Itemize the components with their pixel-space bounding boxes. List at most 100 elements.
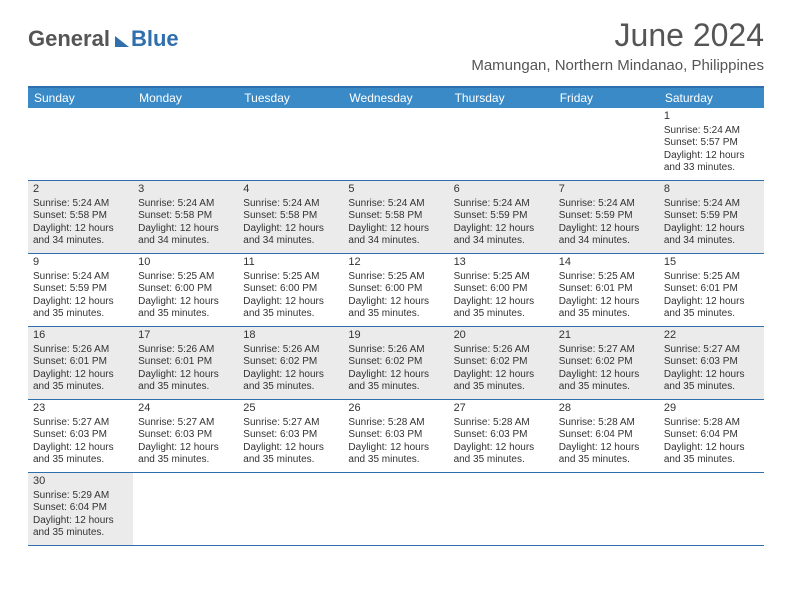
sunrise-line: Sunrise: 5:27 AM	[33, 417, 128, 430]
day-number: 11	[243, 256, 338, 270]
daylight-line: Daylight: 12 hours and 35 minutes.	[348, 369, 443, 394]
empty-cell	[343, 108, 448, 180]
sunset-line: Sunset: 6:02 PM	[454, 356, 549, 369]
day-number: 14	[559, 256, 654, 270]
logo-sail-icon	[115, 36, 129, 47]
sunset-line: Sunset: 6:03 PM	[33, 429, 128, 442]
sunset-line: Sunset: 5:58 PM	[33, 210, 128, 223]
daylight-line: Daylight: 12 hours and 34 minutes.	[559, 223, 654, 248]
weekday-saturday: Saturday	[659, 88, 764, 108]
sunset-line: Sunset: 6:00 PM	[138, 283, 233, 296]
daylight-line: Daylight: 12 hours and 34 minutes.	[454, 223, 549, 248]
day-9: 9Sunrise: 5:24 AMSunset: 5:59 PMDaylight…	[28, 254, 133, 326]
daylight-line: Daylight: 12 hours and 35 minutes.	[33, 296, 128, 321]
day-number: 24	[138, 402, 233, 416]
sunrise-line: Sunrise: 5:29 AM	[33, 490, 128, 503]
week-row: 1Sunrise: 5:24 AMSunset: 5:57 PMDaylight…	[28, 108, 764, 181]
day-number: 4	[243, 183, 338, 197]
sunset-line: Sunset: 5:58 PM	[348, 210, 443, 223]
sunset-line: Sunset: 5:59 PM	[33, 283, 128, 296]
week-row: 23Sunrise: 5:27 AMSunset: 6:03 PMDayligh…	[28, 400, 764, 473]
daylight-line: Daylight: 12 hours and 35 minutes.	[454, 296, 549, 321]
day-27: 27Sunrise: 5:28 AMSunset: 6:03 PMDayligh…	[449, 400, 554, 472]
day-number: 19	[348, 329, 443, 343]
location-subtitle: Mamungan, Northern Mindanao, Philippines	[471, 57, 764, 74]
day-14: 14Sunrise: 5:25 AMSunset: 6:01 PMDayligh…	[554, 254, 659, 326]
title-block: June 2024 Mamungan, Northern Mindanao, P…	[471, 18, 764, 74]
day-number: 25	[243, 402, 338, 416]
daylight-line: Daylight: 12 hours and 35 minutes.	[138, 442, 233, 467]
day-19: 19Sunrise: 5:26 AMSunset: 6:02 PMDayligh…	[343, 327, 448, 399]
daylight-line: Daylight: 12 hours and 35 minutes.	[559, 296, 654, 321]
week-row: 16Sunrise: 5:26 AMSunset: 6:01 PMDayligh…	[28, 327, 764, 400]
daylight-line: Daylight: 12 hours and 35 minutes.	[664, 442, 759, 467]
empty-cell	[238, 473, 343, 545]
day-26: 26Sunrise: 5:28 AMSunset: 6:03 PMDayligh…	[343, 400, 448, 472]
sunset-line: Sunset: 6:00 PM	[243, 283, 338, 296]
daylight-line: Daylight: 12 hours and 34 minutes.	[348, 223, 443, 248]
day-5: 5Sunrise: 5:24 AMSunset: 5:58 PMDaylight…	[343, 181, 448, 253]
sunrise-line: Sunrise: 5:26 AM	[33, 344, 128, 357]
sunset-line: Sunset: 5:59 PM	[559, 210, 654, 223]
logo-text-blue: Blue	[131, 26, 179, 52]
sunrise-line: Sunrise: 5:27 AM	[243, 417, 338, 430]
day-28: 28Sunrise: 5:28 AMSunset: 6:04 PMDayligh…	[554, 400, 659, 472]
sunrise-line: Sunrise: 5:27 AM	[559, 344, 654, 357]
day-23: 23Sunrise: 5:27 AMSunset: 6:03 PMDayligh…	[28, 400, 133, 472]
sunrise-line: Sunrise: 5:28 AM	[559, 417, 654, 430]
week-row: 9Sunrise: 5:24 AMSunset: 5:59 PMDaylight…	[28, 254, 764, 327]
sunrise-line: Sunrise: 5:26 AM	[138, 344, 233, 357]
daylight-line: Daylight: 12 hours and 34 minutes.	[138, 223, 233, 248]
day-29: 29Sunrise: 5:28 AMSunset: 6:04 PMDayligh…	[659, 400, 764, 472]
sunset-line: Sunset: 6:01 PM	[33, 356, 128, 369]
day-17: 17Sunrise: 5:26 AMSunset: 6:01 PMDayligh…	[133, 327, 238, 399]
day-18: 18Sunrise: 5:26 AMSunset: 6:02 PMDayligh…	[238, 327, 343, 399]
sunset-line: Sunset: 6:03 PM	[348, 429, 443, 442]
day-20: 20Sunrise: 5:26 AMSunset: 6:02 PMDayligh…	[449, 327, 554, 399]
day-number: 6	[454, 183, 549, 197]
day-number: 10	[138, 256, 233, 270]
sunset-line: Sunset: 5:58 PM	[138, 210, 233, 223]
day-4: 4Sunrise: 5:24 AMSunset: 5:58 PMDaylight…	[238, 181, 343, 253]
weekday-thursday: Thursday	[449, 88, 554, 108]
daylight-line: Daylight: 12 hours and 35 minutes.	[664, 296, 759, 321]
sunset-line: Sunset: 6:03 PM	[454, 429, 549, 442]
sunset-line: Sunset: 5:59 PM	[664, 210, 759, 223]
sunset-line: Sunset: 6:04 PM	[33, 502, 128, 515]
weekday-sunday: Sunday	[28, 88, 133, 108]
day-number: 18	[243, 329, 338, 343]
sunrise-line: Sunrise: 5:25 AM	[138, 271, 233, 284]
day-number: 26	[348, 402, 443, 416]
day-24: 24Sunrise: 5:27 AMSunset: 6:03 PMDayligh…	[133, 400, 238, 472]
day-1: 1Sunrise: 5:24 AMSunset: 5:57 PMDaylight…	[659, 108, 764, 180]
empty-cell	[449, 473, 554, 545]
sunrise-line: Sunrise: 5:26 AM	[454, 344, 549, 357]
day-number: 20	[454, 329, 549, 343]
sunrise-line: Sunrise: 5:25 AM	[348, 271, 443, 284]
day-13: 13Sunrise: 5:25 AMSunset: 6:00 PMDayligh…	[449, 254, 554, 326]
logo-text-general: General	[28, 26, 110, 52]
daylight-line: Daylight: 12 hours and 35 minutes.	[243, 369, 338, 394]
day-number: 27	[454, 402, 549, 416]
day-number: 2	[33, 183, 128, 197]
sunrise-line: Sunrise: 5:24 AM	[559, 198, 654, 211]
sunset-line: Sunset: 5:59 PM	[454, 210, 549, 223]
day-number: 22	[664, 329, 759, 343]
day-number: 17	[138, 329, 233, 343]
day-21: 21Sunrise: 5:27 AMSunset: 6:02 PMDayligh…	[554, 327, 659, 399]
weekday-wednesday: Wednesday	[343, 88, 448, 108]
daylight-line: Daylight: 12 hours and 35 minutes.	[559, 369, 654, 394]
weekday-tuesday: Tuesday	[238, 88, 343, 108]
weekday-header-row: SundayMondayTuesdayWednesdayThursdayFrid…	[28, 88, 764, 108]
sunrise-line: Sunrise: 5:25 AM	[664, 271, 759, 284]
daylight-line: Daylight: 12 hours and 35 minutes.	[664, 369, 759, 394]
sunset-line: Sunset: 6:01 PM	[559, 283, 654, 296]
empty-cell	[133, 108, 238, 180]
day-3: 3Sunrise: 5:24 AMSunset: 5:58 PMDaylight…	[133, 181, 238, 253]
day-number: 8	[664, 183, 759, 197]
daylight-line: Daylight: 12 hours and 34 minutes.	[243, 223, 338, 248]
sunrise-line: Sunrise: 5:24 AM	[243, 198, 338, 211]
daylight-line: Daylight: 12 hours and 35 minutes.	[348, 296, 443, 321]
empty-cell	[659, 473, 764, 545]
day-11: 11Sunrise: 5:25 AMSunset: 6:00 PMDayligh…	[238, 254, 343, 326]
